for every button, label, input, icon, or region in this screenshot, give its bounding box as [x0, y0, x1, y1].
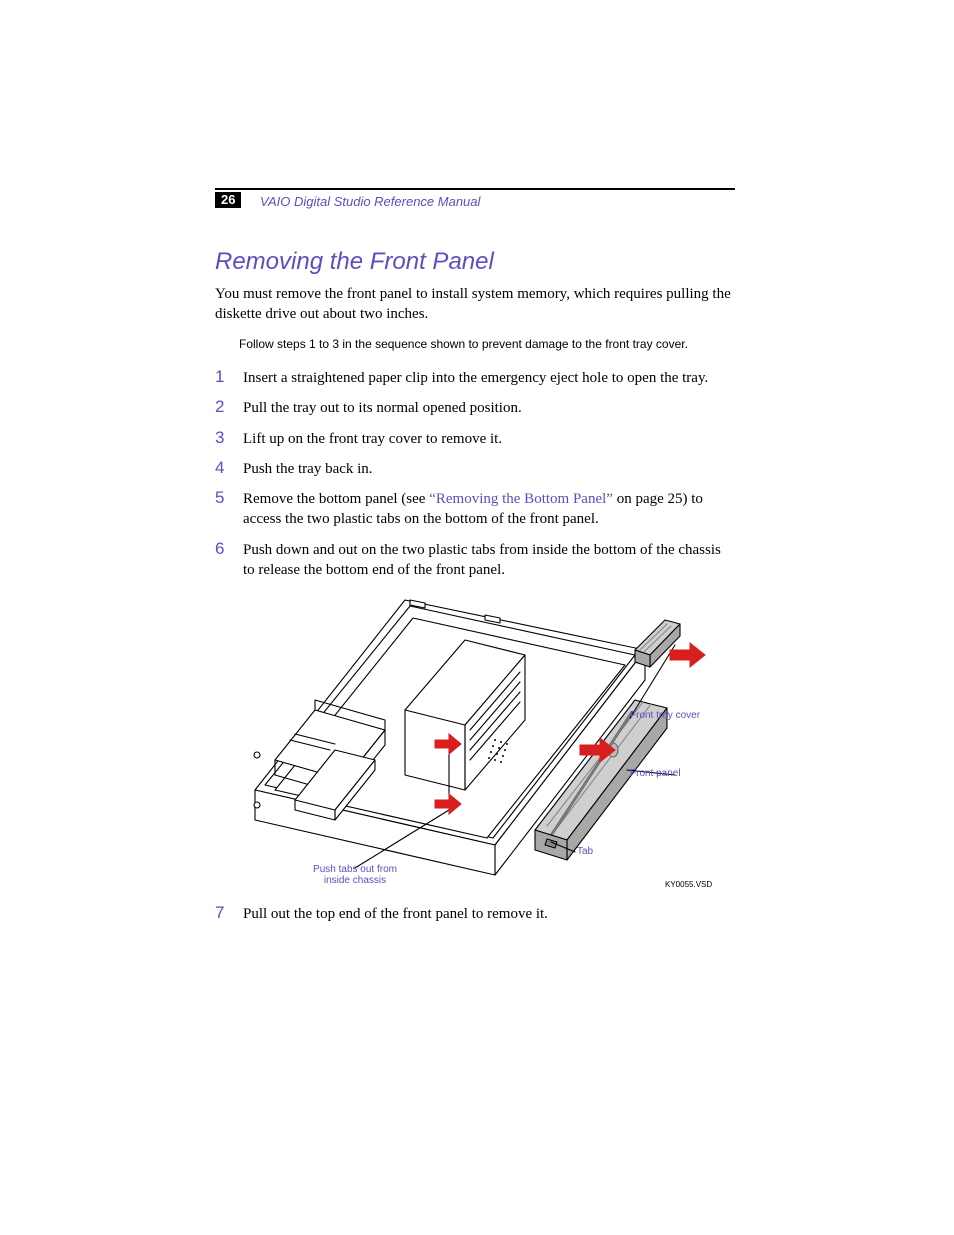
- step-list: Insert a straightened paper clip into th…: [215, 368, 735, 580]
- figure-label-tab: Tab: [577, 846, 593, 857]
- step-text: Push the tray back in.: [243, 461, 373, 477]
- step-item: Pull out the top end of the front panel …: [215, 904, 735, 924]
- step-list-continued: Pull out the top end of the front panel …: [215, 904, 735, 924]
- step-text: Insert a straightened paper clip into th…: [243, 370, 708, 386]
- figure-label-push-tabs: Push tabs out from inside chassis: [300, 864, 410, 886]
- cross-reference-link[interactable]: “Removing the Bottom Panel”: [429, 491, 613, 507]
- manual-page: 26 VAIO Digital Studio Reference Manual …: [0, 0, 954, 1235]
- note-text: Follow steps 1 to 3 in the sequence show…: [239, 337, 735, 353]
- figure-label-push-tabs-l2: inside chassis: [324, 875, 386, 886]
- step-text: Pull the tray out to its normal opened p…: [243, 400, 522, 416]
- step-text-pre: Remove the bottom panel (see: [243, 491, 429, 507]
- figure-front-panel: Front tray cover Front panel Tab Push ta…: [235, 590, 715, 900]
- section-heading: Removing the Front Panel: [215, 248, 735, 276]
- step-text: Pull out the top end of the front panel …: [243, 906, 548, 922]
- running-head: VAIO Digital Studio Reference Manual: [260, 194, 480, 209]
- page-number-badge: 26: [215, 192, 241, 208]
- step-item: Push down and out on the two plastic tab…: [215, 540, 735, 581]
- step-item: Insert a straightened paper clip into th…: [215, 368, 735, 388]
- step-item: Pull the tray out to its normal opened p…: [215, 398, 735, 418]
- step-item: Lift up on the front tray cover to remov…: [215, 429, 735, 449]
- page-content: Removing the Front Panel You must remove…: [215, 248, 735, 934]
- intro-paragraph: You must remove the front panel to insta…: [215, 284, 735, 325]
- step-item: Push the tray back in.: [215, 459, 735, 479]
- step-text: Lift up on the front tray cover to remov…: [243, 431, 502, 447]
- header-rule: [215, 188, 735, 190]
- figure-label-push-tabs-l1: Push tabs out from: [313, 864, 397, 875]
- figure-label-front-panel: Front panel: [630, 768, 681, 779]
- figure-label-front-tray-cover: Front tray cover: [630, 710, 700, 721]
- figure-id: KY0055.VSD: [665, 880, 712, 889]
- figure-svg: [235, 590, 715, 900]
- step-item: Remove the bottom panel (see “Removing t…: [215, 489, 735, 530]
- step-text: Push down and out on the two plastic tab…: [243, 542, 721, 578]
